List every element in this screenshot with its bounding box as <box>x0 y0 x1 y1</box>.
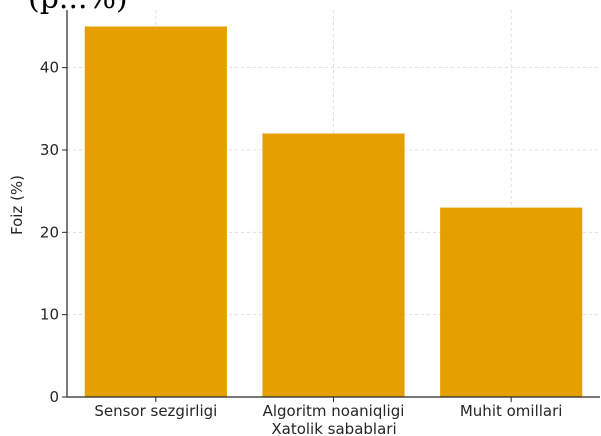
y-axis-label: Foiz (%) <box>8 175 26 235</box>
x-axis-label: Xatolik sabablari <box>271 420 396 436</box>
y-tick-label: 30 <box>40 141 59 159</box>
x-tick-label: Sensor sezgirligi <box>94 402 217 420</box>
bar <box>440 207 583 397</box>
y-tick-label: 20 <box>40 223 59 241</box>
bars <box>84 26 583 398</box>
y-ticks: 0 10 20 30 40 <box>40 59 67 406</box>
x-tick-label: Algoritm noaniqligi <box>263 402 405 420</box>
y-tick-label: 40 <box>40 59 59 77</box>
x-tick-label: Muhit omillari <box>460 402 563 420</box>
bar <box>262 133 405 398</box>
x-ticks: Sensor sezgirligi Algoritm noaniqligi Muhi… <box>94 397 562 420</box>
bar <box>84 26 227 398</box>
y-tick-label: 0 <box>49 388 59 406</box>
y-tick-label: 10 <box>40 306 59 324</box>
chart-title: (p...%) <box>28 0 128 16</box>
